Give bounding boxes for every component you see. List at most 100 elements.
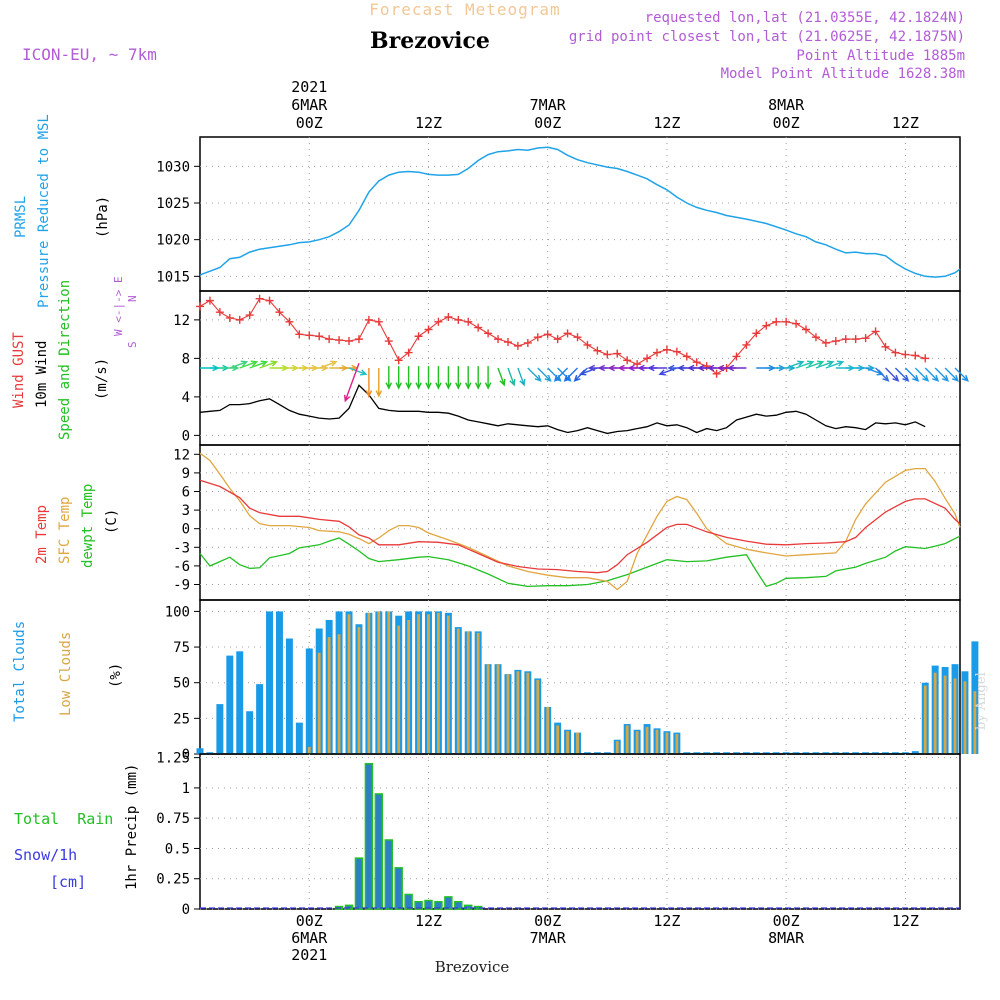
precip-bar [404, 893, 413, 910]
y-tick-label: 0 [182, 428, 190, 444]
total-cloud-bar [276, 611, 283, 754]
gust-marker [434, 317, 443, 326]
wind-direction-arrows [200, 360, 969, 403]
low-cloud-bar [476, 632, 480, 754]
time-tick-label: 00Z [773, 912, 800, 930]
wind-dir-label: Speed and Direction [57, 280, 73, 440]
wind-arrow [375, 368, 383, 398]
low-cloud-bar [327, 637, 331, 754]
clouds-unit: (%) [108, 663, 124, 688]
gust-marker [662, 345, 671, 354]
wind-arrow [425, 366, 432, 390]
wind-arrow [805, 360, 825, 369]
compass-rose: N W <-|-> E S [112, 276, 139, 348]
y-tick-label: 9 [182, 466, 190, 482]
y-tick-label: 0 [182, 747, 190, 763]
gust-marker [484, 329, 493, 338]
gust-marker [643, 354, 652, 363]
low-cloud-bar [397, 625, 401, 754]
low-cloud-bar [536, 679, 540, 754]
y-tick-label: 0 [182, 522, 190, 538]
wind10-series-line [199, 384, 926, 435]
gust-marker [881, 342, 890, 351]
wind-arrow [395, 366, 402, 390]
precip-unit: 1hr Precip (mm) [124, 764, 140, 890]
gust-marker [315, 332, 324, 341]
gust-marker [414, 332, 423, 341]
low-cloud-bar [625, 725, 629, 754]
gust-marker [533, 333, 542, 342]
precip-bar [344, 904, 354, 910]
gust-marker [841, 335, 850, 344]
wind-arrow [785, 360, 805, 369]
gust-marker [652, 348, 661, 357]
gust-marker [851, 335, 860, 344]
y-tick-label: 0 [182, 902, 190, 918]
total-cloud-bar [236, 651, 244, 754]
low-cloud-bar [953, 678, 957, 754]
gust-marker [553, 335, 562, 344]
precip-bar [354, 857, 364, 910]
clouds-y-axis: 0 25 50 75 100 [165, 604, 200, 763]
t2m-series-line [199, 479, 961, 574]
wind-arrow [527, 367, 542, 382]
low-cloud-bar [665, 732, 669, 754]
gust-marker [523, 338, 532, 347]
wind-arrow [474, 366, 482, 390]
time-tick-label: 12Z [415, 912, 442, 930]
low-cloud-bar [566, 731, 569, 754]
y-tick-label: 50 [173, 676, 190, 692]
gust-marker [196, 302, 204, 311]
compass-south: S [126, 341, 139, 348]
gust-marker [712, 369, 721, 378]
wind-arrow [825, 360, 845, 369]
total-cloud-bar [285, 638, 293, 754]
prmsl-long-label: Pressure Reduced to MSL [36, 114, 52, 308]
time-tick-label: 00Z [534, 912, 561, 930]
gust-marker [752, 329, 761, 338]
time-tick-label: 2021 [291, 946, 327, 964]
time-tick-label: 7MAR [530, 96, 567, 114]
precip-grid [200, 754, 960, 910]
low-cloud-bar [307, 746, 311, 754]
low-clouds-label: Low Clouds [58, 632, 74, 716]
time-tick-label: 12Z [892, 114, 919, 132]
rain-label: Total Rain [14, 810, 113, 828]
gust-marker [861, 334, 870, 343]
pressure-panel: 1015 1020 1025 1030 PRMSL Pressure Reduced … [13, 114, 961, 308]
precip-bar [434, 900, 443, 910]
wind-arrow [885, 367, 900, 382]
temp-unit: (C) [104, 509, 120, 534]
wind-arrow [229, 360, 249, 369]
gust-marker [494, 335, 503, 344]
gust-marker [235, 315, 244, 324]
time-tick-label: 2021 [291, 78, 327, 96]
low-cloud-bar [923, 685, 927, 754]
low-cloud-bar [655, 729, 659, 754]
low-cloud-bar [347, 614, 351, 754]
dewpt-label: dewpt Temp [80, 484, 96, 568]
y-tick-label: 1.25 [156, 751, 190, 767]
wind-arrow [344, 362, 360, 403]
model-label: ICON-EU, ~ 7km [22, 45, 157, 64]
low-cloud-bar [615, 741, 619, 754]
wind-arrow [385, 366, 393, 390]
gust-marker [573, 333, 582, 342]
wind-arrow [934, 367, 950, 382]
total-cloud-bar [266, 611, 274, 754]
gust-marker [901, 350, 910, 359]
gust-marker [603, 350, 612, 359]
wind-arrow [365, 368, 373, 398]
time-tick-label: 00Z [296, 114, 323, 132]
low-cloud-bar [337, 634, 341, 754]
low-cloud-bar [635, 731, 639, 754]
wind-arrow [484, 366, 492, 390]
time-tick-label: 12Z [653, 114, 680, 132]
top-title: Forecast Meteogram [369, 0, 560, 19]
total-cloud-bar [911, 751, 919, 754]
temp-y-axis: -9 -6 -3 0 3 6 9 12 [173, 447, 200, 594]
time-tick-label: 12Z [892, 912, 919, 930]
low-cloud-bar [645, 726, 649, 754]
station-title: Brezovice [370, 28, 490, 54]
